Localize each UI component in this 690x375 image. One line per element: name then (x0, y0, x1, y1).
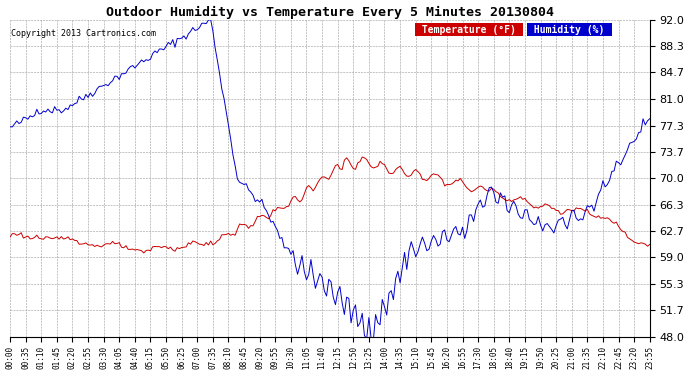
Text: Humidity (%): Humidity (%) (528, 24, 611, 34)
Text: Temperature (°F): Temperature (°F) (416, 24, 522, 34)
Text: Copyright 2013 Cartronics.com: Copyright 2013 Cartronics.com (11, 29, 157, 38)
Title: Outdoor Humidity vs Temperature Every 5 Minutes 20130804: Outdoor Humidity vs Temperature Every 5 … (106, 6, 554, 19)
